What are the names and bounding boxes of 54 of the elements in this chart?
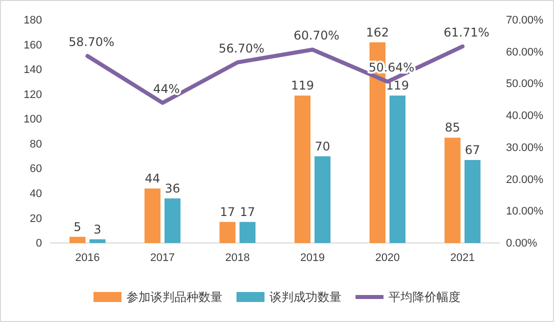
data-label: 56.70% bbox=[218, 41, 264, 56]
y-tick-label: 80 bbox=[30, 138, 42, 150]
x-tick-label: 2021 bbox=[450, 252, 475, 264]
legend-label: 平均降价幅度 bbox=[388, 290, 460, 304]
data-label: 70 bbox=[314, 139, 330, 154]
y-tick-label: 40 bbox=[30, 188, 42, 200]
y2-tick-label: 0.00% bbox=[506, 238, 538, 250]
bar bbox=[90, 239, 106, 243]
y-tick-label: 0 bbox=[36, 238, 42, 250]
data-label: 44% bbox=[153, 82, 180, 96]
y2-tick-label: 50.00% bbox=[506, 78, 544, 90]
data-label: 44 bbox=[144, 171, 160, 186]
data-label: 85 bbox=[444, 120, 460, 135]
y-tick-label: 140 bbox=[24, 64, 42, 76]
bar bbox=[70, 236, 86, 243]
x-tick-label: 2017 bbox=[150, 252, 175, 264]
data-label: 3 bbox=[94, 222, 102, 236]
y2-tick-label: 20.00% bbox=[506, 174, 544, 186]
data-label: 17 bbox=[220, 204, 236, 219]
x-tick-label: 2016 bbox=[75, 252, 100, 264]
bar bbox=[220, 222, 236, 243]
legend-label: 参加谈判品种数量 bbox=[126, 290, 222, 304]
bar bbox=[390, 96, 406, 243]
y2-tick-label: 60.00% bbox=[506, 46, 544, 58]
data-label: 58.70% bbox=[68, 35, 114, 49]
data-label: 60.70% bbox=[294, 28, 340, 43]
data-label: 119 bbox=[291, 78, 314, 93]
y-tick-label: 180 bbox=[24, 14, 42, 27]
y-tick-label: 20 bbox=[30, 212, 42, 225]
bar bbox=[314, 156, 330, 243]
y-tick-label: 100 bbox=[24, 114, 42, 126]
legend-label: 谈判成功数量 bbox=[270, 290, 342, 304]
data-label: 36 bbox=[164, 181, 180, 196]
bar bbox=[144, 188, 160, 243]
bar bbox=[294, 96, 310, 243]
bar bbox=[164, 198, 180, 243]
data-label: 61.71% bbox=[444, 25, 490, 40]
bar bbox=[444, 138, 460, 243]
data-label: 162 bbox=[366, 25, 389, 40]
x-tick-label: 2018 bbox=[225, 252, 250, 264]
y2-tick-label: 10.00% bbox=[506, 206, 544, 218]
data-label: 5 bbox=[74, 220, 82, 234]
bar bbox=[240, 222, 256, 243]
y2-tick-label: 40.00% bbox=[506, 110, 544, 122]
data-label: 67 bbox=[464, 142, 480, 157]
y-tick-label: 120 bbox=[24, 88, 42, 101]
y2-tick-label: 70.00% bbox=[506, 14, 544, 27]
data-label: 17 bbox=[240, 204, 256, 219]
y-tick-label: 160 bbox=[24, 39, 42, 52]
y2-tick-label: 30.00% bbox=[506, 142, 544, 154]
bar bbox=[464, 160, 480, 243]
x-tick-label: 2019 bbox=[300, 252, 325, 264]
y-tick-label: 60 bbox=[30, 163, 42, 176]
x-tick-label: 2020 bbox=[375, 252, 400, 264]
